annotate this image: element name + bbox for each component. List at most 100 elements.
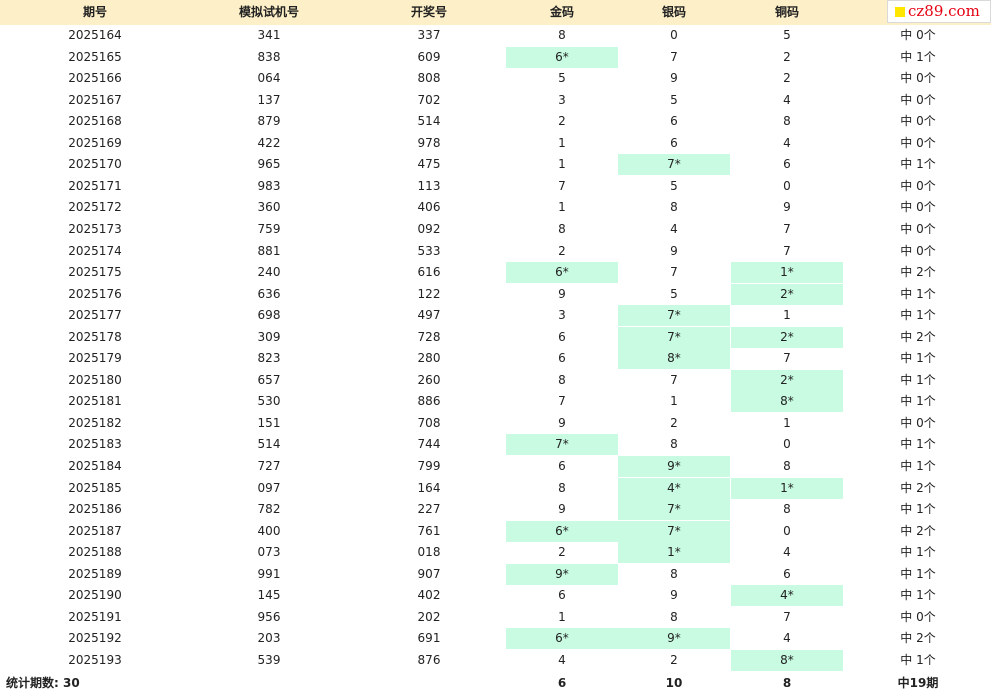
cell-gold: 4 <box>558 652 566 667</box>
cell-bronze: 7 <box>783 351 791 366</box>
cell-period: 2025172 <box>68 200 122 215</box>
cell-period: 2025189 <box>68 566 122 581</box>
header-sim-number: 模拟试机号 <box>238 5 299 19</box>
logo-square-icon <box>895 7 905 17</box>
cell-period: 2025185 <box>68 480 122 495</box>
cell-gold: 8 <box>558 480 566 495</box>
table-row: 2025181 530 886 7 1 8* 中 1个 <box>0 391 991 413</box>
cell-silver: 6 <box>670 135 678 150</box>
cell-draw-number: 609 <box>417 49 441 64</box>
cell-hits: 中 0个 <box>900 609 936 624</box>
table-row: 2025175 240 616 6* 7 1* 中 2个 <box>0 262 991 284</box>
cell-bronze: 2* <box>780 329 794 344</box>
cell-gold: 7* <box>555 437 569 452</box>
cell-gold: 8 <box>558 28 566 42</box>
cell-bronze: 2 <box>783 49 791 64</box>
cell-draw-number: 018 <box>417 545 441 560</box>
hit-highlight <box>618 456 730 477</box>
table-row: 2025169 422 978 1 6 4 中 0个 <box>0 133 991 155</box>
cell-draw-number: 260 <box>417 372 441 387</box>
cell-bronze: 2 <box>783 71 791 86</box>
cell-period: 2025176 <box>68 286 122 301</box>
cell-silver: 9 <box>670 588 678 603</box>
cell-silver: 8 <box>670 437 678 452</box>
cell-bronze: 1 <box>783 308 791 323</box>
cell-draw-number: 337 <box>417 28 441 42</box>
cell-draw-number: 808 <box>417 71 441 86</box>
cell-silver: 8 <box>670 609 678 624</box>
cell-sim-number: 341 <box>257 28 281 42</box>
table-row: 2025192 203 691 6* 9* 4 中 2个 <box>0 628 991 650</box>
cell-gold: 1 <box>558 609 566 624</box>
cell-hits: 中 0个 <box>900 114 936 129</box>
cell-period: 2025190 <box>68 588 122 603</box>
cell-gold: 2 <box>558 545 566 560</box>
hit-highlight <box>731 283 843 305</box>
cell-silver: 4 <box>670 221 678 236</box>
hit-highlight <box>618 628 730 650</box>
table-row: 2025180 657 260 8 7 2* 中 1个 <box>0 369 991 392</box>
cell-hits: 中 0个 <box>900 243 936 258</box>
cell-sim-number: 539 <box>257 652 281 667</box>
cell-period: 2025188 <box>68 545 122 560</box>
cell-gold: 1 <box>558 200 566 215</box>
table-row: 2025177 698 497 3 7* 1 中 1个 <box>0 305 991 327</box>
cell-hits: 中 2个 <box>900 480 936 495</box>
table-row: 2025190 145 402 6 9 4* 中 1个 <box>0 585 991 607</box>
cell-silver: 2 <box>670 652 678 667</box>
cell-draw-number: 702 <box>417 92 441 107</box>
cell-hits: 中 1个 <box>900 157 936 172</box>
cell-bronze: 8* <box>780 394 794 409</box>
cell-sim-number: 064 <box>257 71 281 86</box>
cell-bronze: 4 <box>783 545 791 560</box>
cell-gold: 5 <box>558 71 566 86</box>
cell-period: 2025178 <box>68 329 122 344</box>
cell-hits: 中 1个 <box>900 308 936 323</box>
cell-sim-number: 137 <box>257 92 281 107</box>
cell-gold: 6 <box>558 588 566 603</box>
site-logo[interactable]: cz89.com <box>887 0 991 23</box>
cell-hits: 中 0个 <box>900 71 936 86</box>
cell-silver: 5 <box>670 286 678 301</box>
cell-period: 2025191 <box>68 609 122 624</box>
cell-bronze: 4 <box>783 92 791 107</box>
table-row: 2025173 759 092 8 4 7 中 0个 <box>0 219 991 241</box>
hit-highlight <box>618 348 730 370</box>
cell-gold: 2 <box>558 243 566 258</box>
hit-highlight <box>506 46 618 68</box>
hit-highlight <box>506 628 618 650</box>
cell-period: 2025170 <box>68 157 122 172</box>
logo-text: cz89.com <box>908 2 980 20</box>
cell-silver: 9* <box>667 459 681 473</box>
cell-bronze: 6 <box>783 566 791 581</box>
table-row: 2025182 151 708 9 2 1 中 0个 <box>0 413 991 435</box>
cell-bronze: 2* <box>780 372 794 387</box>
cell-sim-number: 881 <box>257 243 281 258</box>
footer-period-count: 统计期数: 30 <box>6 676 80 690</box>
cell-bronze: 1* <box>780 480 794 495</box>
cell-bronze: 5 <box>783 28 791 42</box>
cell-draw-number: 202 <box>417 609 441 624</box>
cell-bronze: 1* <box>780 265 794 280</box>
cell-draw-number: 164 <box>417 480 441 495</box>
cell-period: 2025164 <box>68 28 122 42</box>
cell-sim-number: 838 <box>257 49 281 64</box>
cell-gold: 6* <box>555 523 569 538</box>
cell-silver: 7* <box>667 523 681 538</box>
cell-gold: 1 <box>558 157 566 172</box>
cell-hits: 中 0个 <box>900 415 936 430</box>
cell-sim-number: 097 <box>257 480 281 495</box>
table-footer: 统计期数: 30 6 10 8 中19期 <box>0 672 991 694</box>
cell-gold: 9 <box>558 502 566 517</box>
cell-draw-number: 514 <box>417 114 441 129</box>
cell-sim-number: 759 <box>257 221 281 236</box>
header-period: 期号 <box>82 5 107 19</box>
cell-hits: 中 1个 <box>900 502 936 517</box>
cell-gold: 6* <box>555 49 569 64</box>
cell-bronze: 8 <box>783 502 791 517</box>
cell-draw-number: 616 <box>417 265 441 280</box>
cell-period: 2025184 <box>68 459 122 473</box>
cell-hits: 中 2个 <box>900 523 936 538</box>
cell-sim-number: 203 <box>257 631 281 646</box>
